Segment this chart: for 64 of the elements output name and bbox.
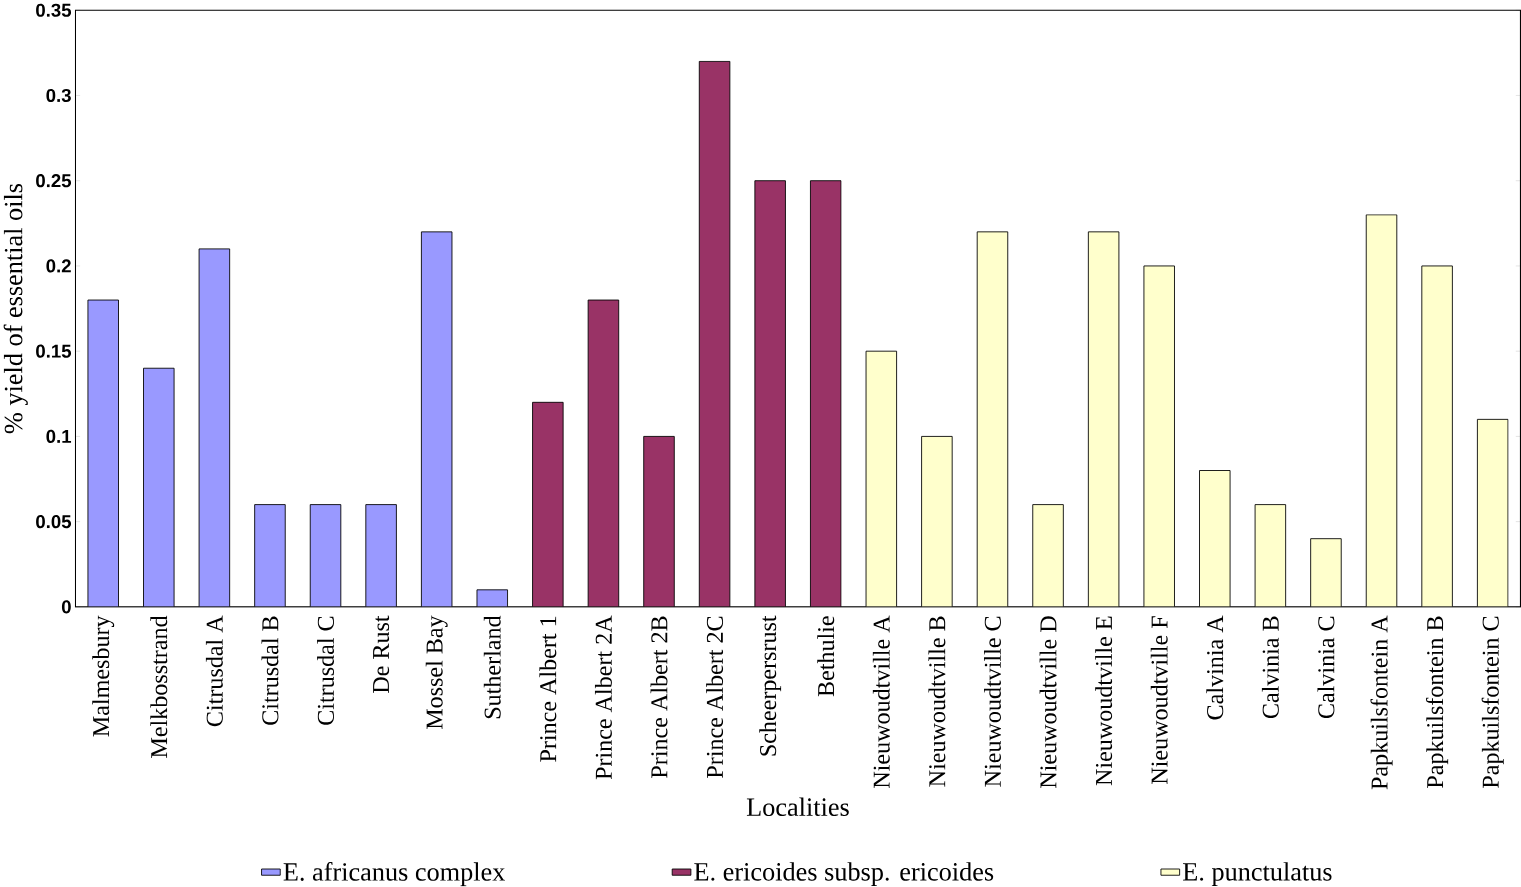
x-tick-label: Calvinia B xyxy=(1261,616,1279,719)
bar xyxy=(1143,265,1175,608)
x-tick-label: Papkuilsfontein A xyxy=(1370,615,1393,790)
x-tick-label: Nieuwoudtville C xyxy=(984,616,1001,787)
x-tick-label: Mossel Bay xyxy=(425,615,448,730)
x-tick-label: Sutherland xyxy=(483,615,501,719)
legend-label: E. africanus complex xyxy=(283,862,506,887)
x-tick-label: Nieuwoudtville B xyxy=(928,616,946,787)
x-tick-label: Nieuwoudtville D xyxy=(1039,616,1057,789)
bar xyxy=(87,299,119,608)
bar xyxy=(309,504,342,608)
bar xyxy=(1254,504,1287,608)
y-tick-label: 0.35 xyxy=(36,3,72,18)
bar xyxy=(976,231,1009,608)
bar xyxy=(143,368,175,608)
bar xyxy=(865,350,898,608)
bar xyxy=(921,436,953,608)
bar xyxy=(587,299,620,608)
bar xyxy=(1199,470,1231,608)
y-tick-label: 0.05 xyxy=(36,515,72,529)
bar xyxy=(698,61,731,608)
x-tick-label: Citrusdal C xyxy=(317,616,335,726)
x-tick-label: Calvinia C xyxy=(1317,616,1335,719)
x-tick-label: De Rust xyxy=(373,615,390,694)
x-tick-label: Nieuwoudtville E xyxy=(1095,616,1113,786)
y-tick-label: 0.2 xyxy=(46,259,71,273)
bar xyxy=(532,402,564,608)
bar xyxy=(198,248,231,608)
x-tick-label: Papkuilsfontein C xyxy=(1481,616,1504,789)
x-tick-label: Prince Albert 2C xyxy=(706,616,724,779)
bar xyxy=(810,180,842,608)
bar xyxy=(1032,504,1064,608)
bar xyxy=(1365,214,1398,608)
bar xyxy=(1476,419,1509,608)
x-tick-label: Citrusdal B xyxy=(261,616,279,726)
x-tick-label: Nieuwoudtville A xyxy=(872,615,890,789)
x-tick-label: Prince Albert 1 xyxy=(539,617,557,763)
bar xyxy=(643,436,675,608)
x-tick-label: Malmesbury xyxy=(92,615,115,737)
bar xyxy=(754,180,786,608)
x-tick-label: Melkbosstrand xyxy=(150,615,168,759)
bar xyxy=(1421,265,1453,608)
bar xyxy=(420,231,453,608)
x-tick-label: Bethulie xyxy=(817,616,835,697)
x-tick-label: Citrusdal A xyxy=(205,615,223,727)
y-axis-title: % yield of essential oils xyxy=(3,184,28,434)
x-tick-label: Prince Albert 2B xyxy=(650,616,668,779)
bar xyxy=(254,504,286,608)
y-tick-label: 0.25 xyxy=(36,174,72,188)
bar xyxy=(1310,538,1342,608)
x-tick-label: Nieuwoudtville F xyxy=(1150,616,1168,785)
bar xyxy=(365,504,397,608)
y-tick-label: 0.15 xyxy=(36,344,72,358)
x-tick-label: Papkuilsfontein B xyxy=(1426,616,1449,789)
y-tick-label: 0.1 xyxy=(46,430,72,444)
legend-label: E. punctulatus xyxy=(1183,862,1332,887)
x-tick-label: Calvinia A xyxy=(1206,615,1224,720)
x-tick-label: Prince Albert 2A xyxy=(594,615,612,780)
x-tick-label: Scheerpersrust xyxy=(759,615,782,756)
x-axis-title: Localities xyxy=(746,797,849,817)
legend-label: E. ericoides subsp. ericoides xyxy=(694,862,994,887)
y-tick-label: 0 xyxy=(61,600,71,614)
bar xyxy=(1087,231,1120,608)
y-tick-label: 0.3 xyxy=(46,89,71,103)
